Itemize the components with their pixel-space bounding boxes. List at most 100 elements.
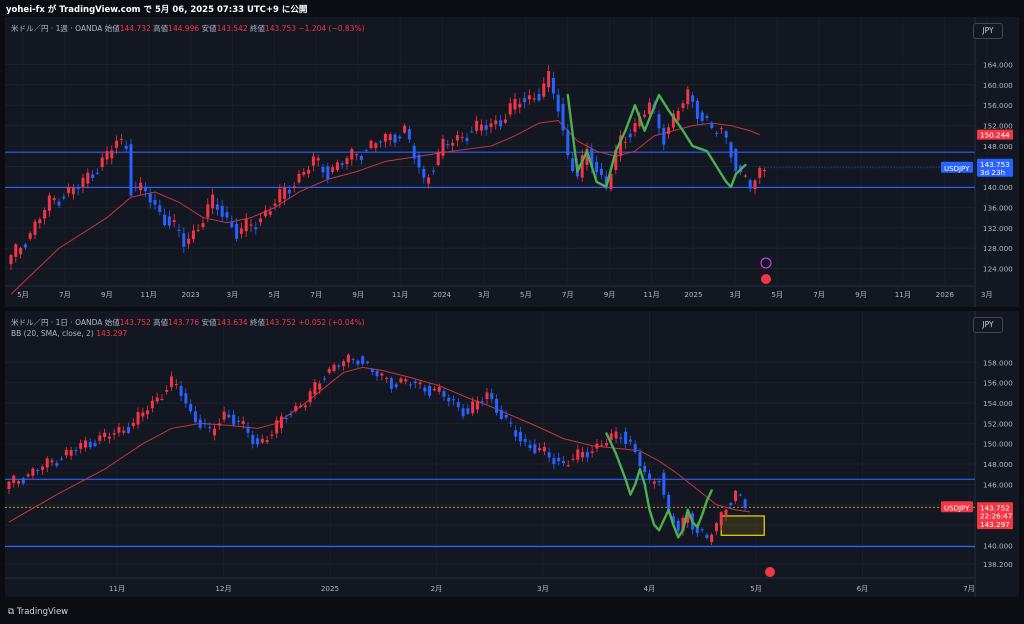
candle-body [676, 110, 680, 121]
candle-body [265, 440, 269, 443]
candle-body [447, 397, 451, 402]
x-tick-label: 11月 [141, 290, 157, 299]
candle-body [356, 360, 360, 365]
candle-body [441, 138, 445, 156]
candle-body [139, 182, 143, 191]
flag-icon [765, 567, 775, 577]
weekly-change: −1.204 (−0.83%) [298, 24, 365, 33]
candle-body [187, 238, 191, 244]
candle-body [542, 83, 546, 97]
candle-body [110, 150, 114, 159]
candle-body [350, 149, 354, 160]
x-tick-label: 11月 [643, 290, 659, 299]
candle-body [81, 177, 85, 187]
candle-body [143, 188, 147, 192]
candle-body [566, 130, 570, 156]
candle-body [600, 444, 604, 446]
candle-body [432, 388, 436, 391]
candle-body [385, 377, 389, 379]
candle-body [518, 103, 522, 108]
x-tick-label: 5月 [269, 290, 281, 299]
x-tick-label: 3月 [478, 290, 490, 299]
weekly-close-label: 終値 [249, 24, 265, 33]
event-icon [760, 257, 772, 269]
weekly-low-value: 143.542 [216, 24, 248, 33]
candle-body [633, 123, 637, 132]
daily-currency-button[interactable]: JPY [973, 317, 1003, 333]
candle-body [455, 135, 459, 141]
x-tick-label: 3月 [537, 584, 549, 593]
candle-body [14, 244, 18, 257]
weekly-currency-button[interactable]: JPY [973, 23, 1003, 39]
daily-chart-svg: 158.000 156.000 154.000 152.000 150.000 148.0… [5, 311, 1013, 597]
candle-body [244, 218, 248, 232]
candle-body [302, 172, 306, 175]
candle-body [446, 143, 450, 145]
y-tick-label: 128.000 [983, 244, 1013, 253]
candle-body [331, 167, 335, 172]
tradingview-logo[interactable]: ⧉ TradingView [8, 607, 69, 617]
candle-body [131, 422, 135, 427]
candle-body [628, 439, 632, 442]
candle-body [763, 170, 767, 172]
candle-body [513, 98, 517, 110]
candle-body [557, 457, 561, 462]
daily-change: +0.052 (+0.04%) [298, 318, 365, 327]
candle-body [129, 144, 133, 196]
candle-body [340, 163, 344, 165]
weekly-chart-pane[interactable]: 米ドル／円 · 1週 · OANDA 始値144.732 高値144.996 安… [5, 17, 1019, 307]
candle-body [146, 410, 150, 415]
candle-body [370, 369, 374, 373]
candle-body [624, 431, 628, 444]
candle-body [23, 244, 27, 248]
candle-body [413, 381, 417, 384]
candle-body [287, 189, 291, 194]
candle-body [552, 458, 556, 465]
candle-body [103, 432, 107, 437]
candle-body [705, 116, 709, 118]
candle-body [278, 189, 282, 203]
candle-body [561, 461, 565, 464]
candle-body [127, 426, 130, 433]
candle-body [551, 77, 555, 94]
candle-body [270, 434, 274, 436]
candle-body [342, 361, 346, 367]
candle-body [412, 145, 416, 159]
candle-body [499, 120, 503, 127]
daily-chart-pane[interactable]: 米ドル／円 · 1日 · OANDA 始値143.752 高値143.776 安… [5, 311, 1019, 597]
candle-body [198, 419, 202, 428]
y-tick-label: 140.000 [983, 183, 1013, 192]
candle-body [76, 187, 80, 190]
y-tick-label: 148.000 [983, 460, 1013, 469]
candle-body [389, 378, 393, 389]
candle-body [215, 204, 219, 210]
candle-body [475, 120, 479, 131]
candle-body [495, 398, 499, 413]
daily-symbol-tag-bg [941, 501, 973, 513]
candle-body [614, 431, 618, 439]
candle-body [490, 393, 494, 400]
candle-body [719, 512, 723, 526]
daily-symbol-tag: USDJPY [944, 504, 970, 512]
candle-body [100, 157, 104, 168]
candle-body [208, 427, 212, 429]
candle-body [738, 494, 742, 496]
daily-open-value: 143.752 [119, 318, 151, 327]
candle-body [428, 385, 432, 396]
x-tick-label: 2月 [431, 584, 443, 593]
candle-body [652, 481, 656, 484]
candle-body [595, 443, 599, 449]
candle-body [26, 474, 30, 477]
candle-body [318, 383, 322, 390]
candle-body [461, 408, 465, 417]
candle-body [561, 103, 565, 131]
x-tick-label: 2023 [181, 290, 199, 299]
candle-body [758, 168, 762, 178]
bb-legend[interactable]: BB (20, SMA, close, 2) 143.297 [11, 329, 127, 338]
candle-body [647, 102, 651, 115]
candle-body [117, 427, 121, 433]
candle-body [743, 499, 747, 509]
candle-body [307, 169, 311, 174]
candle-body [623, 141, 627, 143]
candle-body [346, 354, 350, 363]
